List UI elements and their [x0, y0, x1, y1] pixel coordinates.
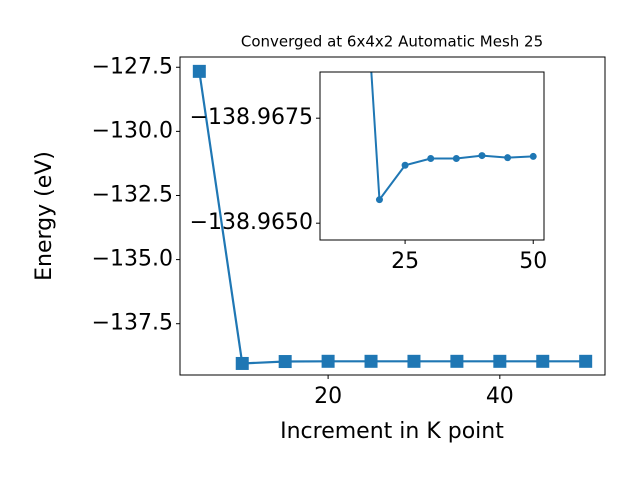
x-axis-label: Increment in K point: [280, 419, 504, 444]
marker: [529, 152, 537, 160]
marker: [504, 154, 512, 162]
marker: [364, 354, 378, 368]
y-tick-label: −132.5: [92, 182, 173, 207]
marker: [375, 196, 383, 204]
marker: [401, 161, 409, 169]
marker: [450, 354, 464, 368]
marker: [536, 354, 550, 368]
y-tick-label: −127.5: [92, 54, 173, 79]
marker: [278, 355, 292, 369]
series-line: [198, 71, 586, 365]
y-tick-label: −138.9675: [190, 105, 313, 130]
marker: [452, 155, 460, 163]
y-tick-label: −137.5: [92, 311, 173, 336]
marker: [407, 354, 421, 368]
chart-title: Converged at 6x4x2 Automatic Mesh 25: [241, 33, 543, 51]
marker: [493, 354, 507, 368]
marker: [427, 155, 435, 163]
series-line: [370, 72, 534, 203]
marker: [321, 354, 335, 368]
marker: [579, 354, 593, 368]
x-tick-label: 25: [391, 249, 419, 274]
plot-clip: [370, 72, 537, 204]
marker: [478, 152, 486, 160]
axes-frame: [319, 71, 545, 241]
y-tick-label: −130.0: [92, 118, 173, 143]
y-axis-label: Energy (eV): [32, 151, 57, 281]
marker: [192, 64, 206, 78]
x-tick-label: 40: [486, 384, 514, 409]
x-tick-label: 50: [519, 249, 547, 274]
y-tick-label: −135.0: [92, 247, 173, 272]
plot-clip: [192, 64, 593, 370]
axes-frame: [179, 56, 606, 376]
y-tick-label: −138.9650: [190, 210, 313, 235]
marker: [235, 356, 249, 370]
x-tick-label: 20: [314, 384, 342, 409]
